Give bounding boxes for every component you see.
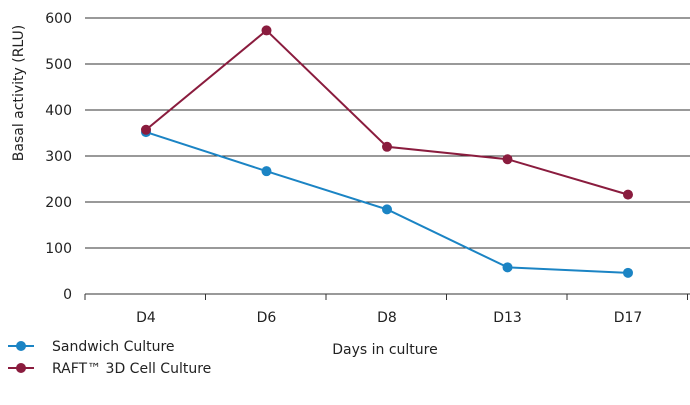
data-point — [261, 25, 272, 36]
y-tick-label: 300 — [45, 149, 72, 165]
data-point — [141, 124, 151, 135]
series-line-2 — [145, 29, 629, 196]
data-point — [623, 267, 633, 278]
data-point — [382, 204, 392, 215]
legend: Sandwich Culture RAFT™ 3D Cell Culture — [8, 339, 211, 377]
legend-label: Sandwich Culture — [52, 339, 175, 355]
data-point — [382, 141, 392, 152]
y-tick-label: 600 — [45, 11, 72, 27]
x-tick-label: D6 — [257, 310, 277, 326]
data-point — [502, 154, 513, 165]
legend-label: RAFT™ 3D Cell Culture — [52, 361, 211, 377]
x-axis — [84, 293, 690, 300]
y-axis-title: Basal activity (RLU) — [11, 25, 27, 161]
data-point — [261, 166, 272, 177]
x-tick-label: D13 — [493, 310, 522, 326]
y-tick-label: 200 — [45, 195, 72, 211]
y-tick-label: 500 — [45, 57, 72, 73]
x-tick-label: D8 — [377, 310, 397, 326]
legend-marker — [16, 341, 26, 351]
series-points — [141, 25, 633, 278]
data-point — [502, 262, 513, 273]
x-axis-title: Days in culture — [332, 342, 438, 358]
x-tick-labels: D4 D6 D8 D13 D17 — [136, 310, 642, 326]
data-point — [623, 189, 633, 200]
x-tick-label: D4 — [136, 310, 156, 326]
gridlines — [85, 17, 690, 295]
legend-marker — [16, 363, 26, 373]
x-tick-label: D17 — [614, 310, 643, 326]
y-tick-labels: 0 100 200 300 400 500 600 — [45, 11, 72, 303]
y-tick-label: 100 — [45, 241, 72, 257]
y-tick-label: 0 — [63, 287, 72, 303]
y-tick-label: 400 — [45, 103, 72, 119]
